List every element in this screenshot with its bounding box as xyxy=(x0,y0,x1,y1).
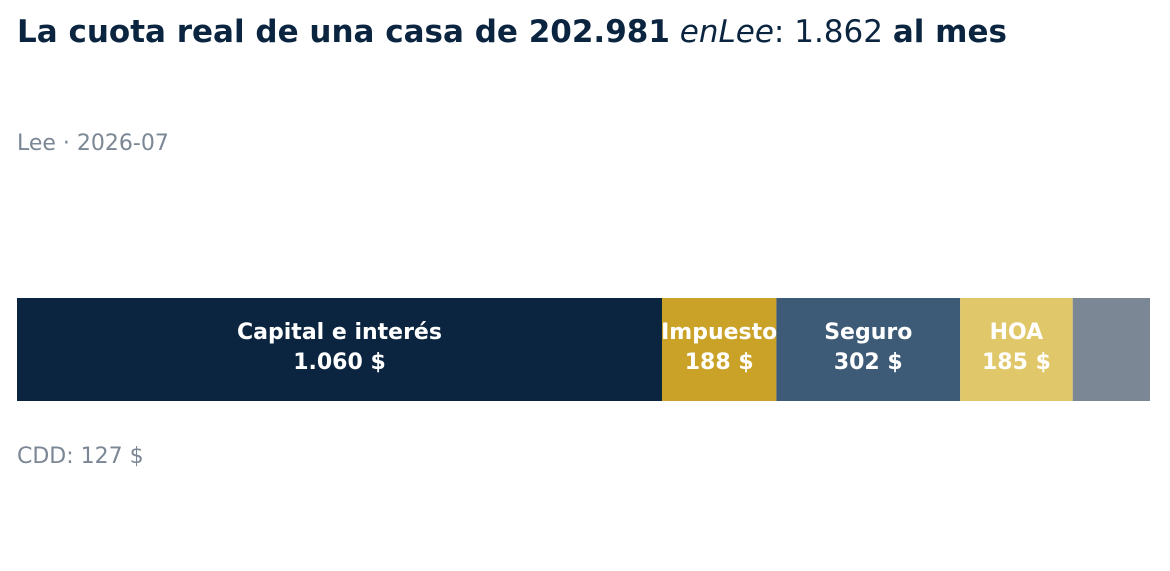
segment-label: HOA xyxy=(990,320,1044,345)
segment-label: Impuesto xyxy=(661,320,777,345)
value-label: 188 $ xyxy=(685,350,754,375)
value-label: 302 $ xyxy=(834,350,903,375)
title-part: al mes xyxy=(893,14,1007,50)
title-part: enLee xyxy=(680,14,774,50)
bar-segment xyxy=(1072,298,1150,401)
chart-title: La cuota real de una casa de 202.981 enL… xyxy=(17,14,1007,50)
title-part: : 1.862 xyxy=(774,14,883,50)
segment-label: Seguro xyxy=(824,320,912,345)
segment-label: Capital e interés xyxy=(237,320,442,345)
value-label: 1.060 $ xyxy=(293,350,386,375)
note: CDD: 127 $ xyxy=(17,444,144,469)
bar-segment xyxy=(17,298,662,401)
subtitle: Lee · 2026-07 xyxy=(17,131,169,156)
bar-segment xyxy=(960,298,1073,401)
bar-segment xyxy=(776,298,961,401)
bar-segment xyxy=(661,298,777,401)
value-label: 185 $ xyxy=(982,350,1051,375)
title-part: La cuota real de una casa de 202.981 xyxy=(17,14,670,50)
